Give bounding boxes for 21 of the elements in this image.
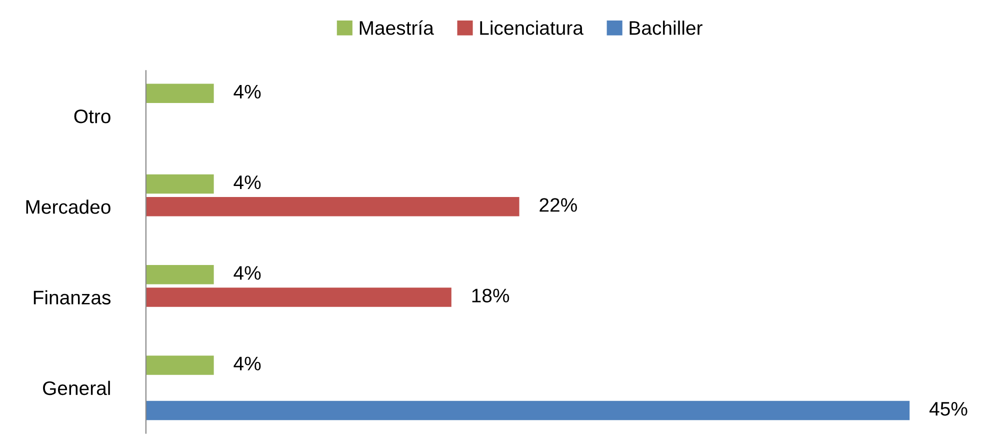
data-label: 4% [234,176,261,190]
legend-label: Licenciatura [480,20,584,35]
legend-label: Maestría [360,20,434,35]
data-label: 18% [472,288,510,302]
bar [146,264,214,284]
data-label: 4% [234,84,261,99]
y-tick-label: Mercadeo [26,200,110,214]
data-label: 4% [234,356,261,370]
y-tick-label: Otro [74,109,110,124]
bar [146,356,214,375]
bar [146,400,910,420]
data-label: 45% [929,402,968,416]
data-label: 4% [234,266,261,280]
data-label: 22% [540,198,577,212]
bar [146,288,452,307]
y-tick-label: General [43,380,110,396]
bar [146,174,214,194]
legend-label: Bachiller [630,20,702,35]
bar [146,84,214,103]
y-tick-label: Finanzas [34,290,111,304]
bar [146,197,520,216]
